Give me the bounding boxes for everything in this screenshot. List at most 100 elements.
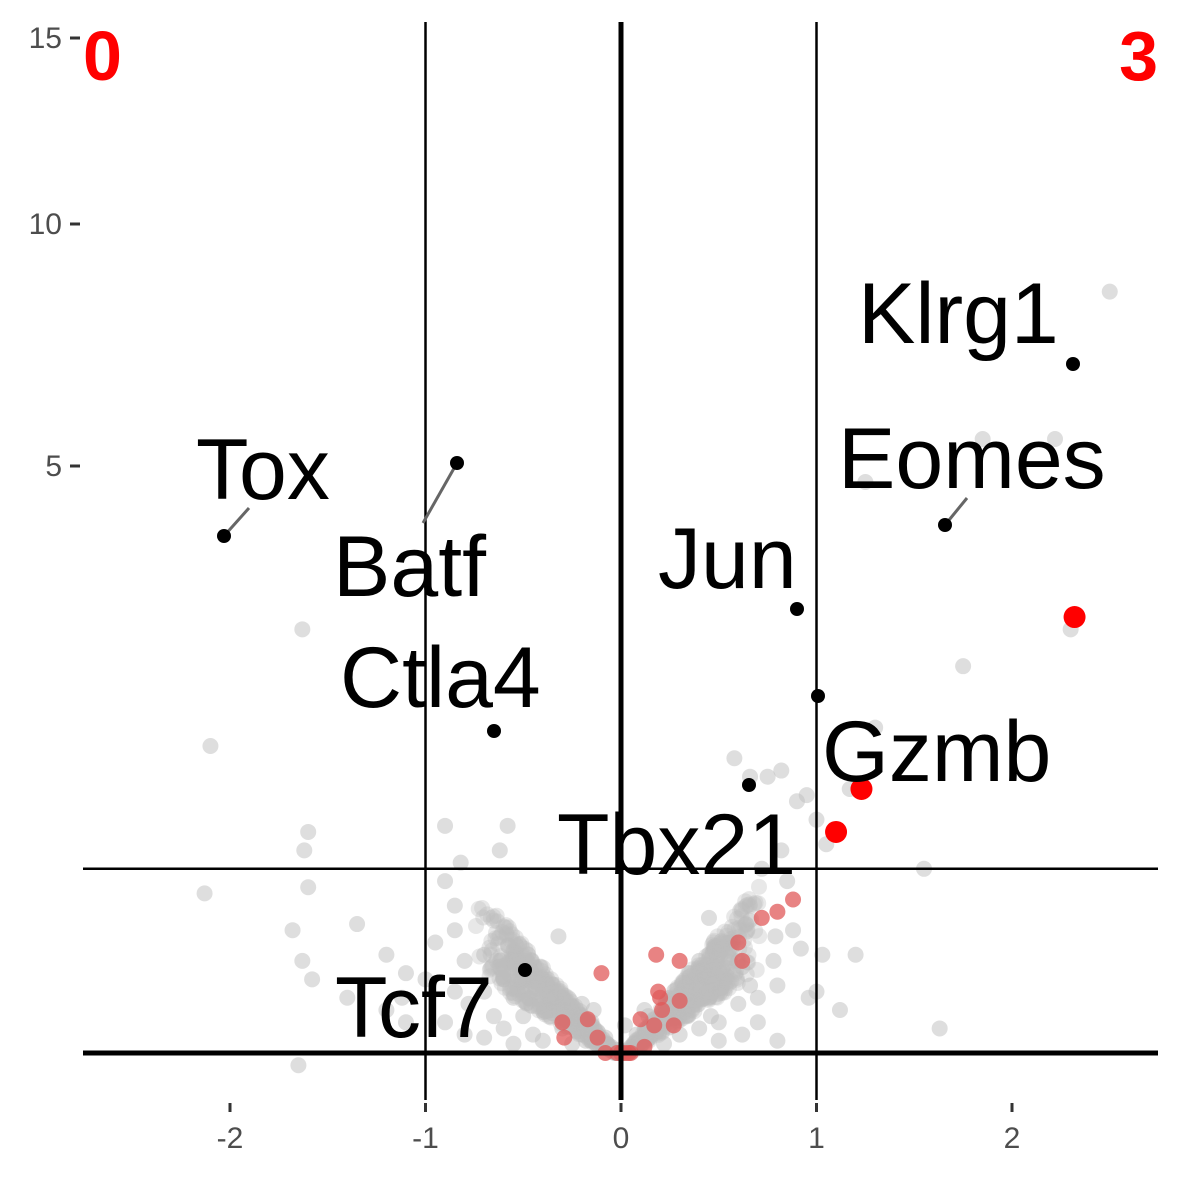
background-point (726, 921, 743, 938)
gene-label-klrg1: Klrg1 (858, 266, 1059, 362)
background-point (701, 983, 718, 1000)
background-point (564, 998, 581, 1015)
background-point (707, 973, 724, 990)
background-point (446, 897, 463, 914)
background-point (702, 961, 719, 978)
background-point (446, 983, 463, 1000)
background-point (551, 996, 568, 1013)
background-point (521, 990, 538, 1007)
background-point (484, 957, 501, 974)
background-point (513, 935, 530, 952)
background-point (544, 1004, 561, 1021)
background-point (751, 878, 768, 895)
background-point (523, 997, 540, 1014)
background-point (349, 916, 366, 933)
background-point (497, 919, 514, 936)
background-point (294, 621, 311, 638)
background-point (677, 975, 694, 992)
x-tick-label: 0 (613, 1122, 630, 1155)
background-point (506, 949, 523, 966)
background-point (546, 982, 563, 999)
background-point (688, 991, 705, 1008)
background-point (502, 931, 519, 948)
background-point (562, 993, 579, 1010)
background-point (703, 960, 720, 977)
background-point (701, 963, 718, 980)
background-point (492, 952, 509, 969)
background-point (716, 984, 733, 1001)
labeled-gene-points (217, 357, 1080, 977)
background-point (1047, 431, 1064, 447)
background-point (699, 980, 716, 997)
background-point (527, 998, 544, 1015)
background-point (541, 1000, 558, 1017)
background-point (712, 983, 729, 1000)
background-point (505, 973, 522, 990)
background-point (522, 982, 539, 999)
background-point (709, 950, 726, 967)
background-point (543, 975, 560, 992)
highlight-point (556, 1029, 573, 1046)
background-point (526, 973, 543, 990)
x-tick-label: -2 (217, 1122, 244, 1155)
background-point (720, 980, 737, 997)
background-point (681, 979, 698, 996)
x-tick-label: 1 (808, 1122, 825, 1155)
background-point (519, 946, 536, 963)
background-point (697, 970, 714, 987)
highlight-point (730, 934, 747, 951)
highlight-point (648, 946, 665, 963)
background-point (705, 962, 722, 979)
background-point (690, 963, 707, 980)
background-point (689, 981, 706, 998)
background-point (690, 959, 707, 976)
background-point (513, 980, 530, 997)
background-point (702, 978, 719, 995)
background-point (689, 996, 706, 1013)
background-point (516, 947, 533, 964)
background-point (711, 943, 728, 960)
background-point (538, 981, 555, 998)
background-point (503, 950, 520, 967)
background-point (561, 991, 578, 1008)
highlight-point (769, 903, 786, 920)
background-point (296, 842, 313, 859)
background-point (656, 1035, 673, 1052)
background-point (562, 997, 579, 1014)
background-point (542, 985, 559, 1002)
background-point (712, 947, 729, 964)
background-point (681, 980, 698, 997)
background-point (680, 1006, 697, 1023)
background-point (734, 1026, 751, 1043)
background-point (709, 947, 726, 964)
background-point (732, 922, 749, 939)
background-point (686, 995, 703, 1012)
background-point (730, 919, 747, 936)
background-point (692, 982, 709, 999)
background-point (529, 975, 546, 992)
background-point (507, 944, 524, 961)
labeled-point-eomes (938, 518, 952, 532)
background-point (705, 940, 722, 957)
background-point (202, 738, 219, 754)
background-point (718, 962, 735, 979)
background-point (468, 917, 485, 934)
background-point (495, 1020, 512, 1037)
background-point (538, 975, 555, 992)
background-point (690, 957, 707, 974)
background-point (681, 968, 698, 985)
background-point (394, 989, 411, 1006)
background-point (695, 959, 712, 976)
background-point (518, 981, 535, 998)
background-point (504, 952, 521, 969)
background-point (549, 999, 566, 1016)
background-point (974, 431, 991, 447)
background-point (542, 993, 559, 1010)
background-point (560, 998, 577, 1015)
background-point (684, 1000, 701, 1017)
background-point (568, 1022, 585, 1039)
background-point (567, 1019, 584, 1036)
background-point (503, 944, 520, 961)
background-point (704, 962, 721, 979)
background-point (495, 969, 512, 986)
